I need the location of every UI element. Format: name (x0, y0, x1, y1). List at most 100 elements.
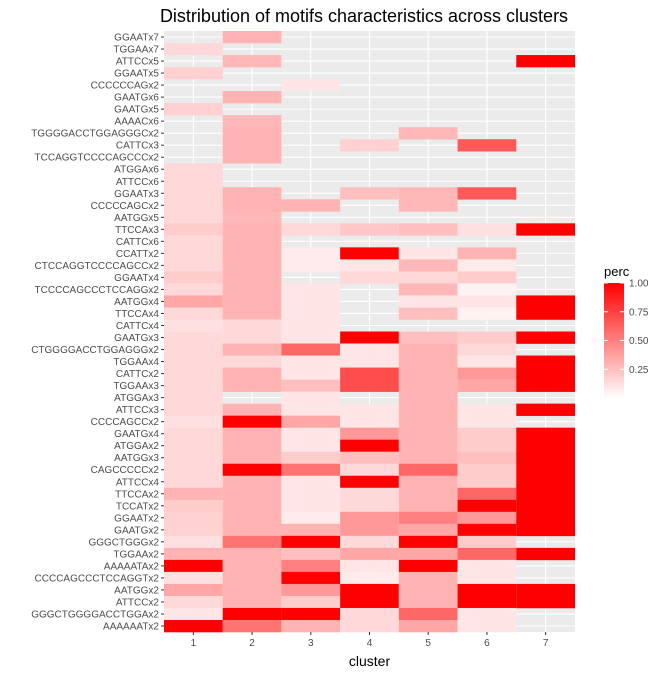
y-tick-label: ATGGAx2 (114, 441, 159, 452)
heatmap-cell (398, 355, 458, 368)
heatmap-cell (281, 355, 341, 368)
heatmap-cell (222, 319, 282, 332)
y-tick-label: AAAACx6 (115, 117, 160, 128)
heatmap-cell (222, 235, 282, 248)
heatmap-cell (398, 439, 458, 452)
heatmap-cell (281, 607, 341, 621)
heatmap-cell (340, 619, 399, 633)
x-axis-title: cluster (349, 653, 391, 669)
heatmap-cell (281, 487, 341, 501)
heatmap-cell (164, 43, 223, 56)
heatmap-cell (398, 595, 458, 609)
heatmap-cell (281, 511, 341, 525)
heatmap-cell (398, 559, 458, 573)
heatmap-cell (222, 343, 282, 356)
y-tick-label: AATGGx5 (114, 213, 159, 224)
y-tick-label: AAAAAATx2 (103, 621, 159, 632)
heatmap-cell (340, 487, 399, 501)
heatmap-cell (222, 559, 282, 573)
heatmap-cell (340, 547, 399, 561)
heatmap-cell (222, 223, 282, 236)
heatmap-cell (398, 259, 458, 272)
heatmap-cell (398, 487, 458, 501)
heatmap-cell (398, 127, 458, 140)
heatmap-cell (340, 355, 399, 368)
heatmap-cell (281, 463, 341, 477)
y-tick-label: TGGAAx7 (113, 45, 159, 56)
heatmap-cell (457, 223, 517, 236)
heatmap-cell (164, 403, 223, 416)
heatmap-cell (457, 607, 517, 621)
heatmap-cell (222, 547, 282, 561)
heatmap-cell (398, 331, 458, 344)
x-tick-label: 1 (191, 638, 197, 649)
heatmap-cell (398, 583, 458, 597)
y-tick-label: GAATGx3 (114, 333, 159, 344)
heatmap-cell (164, 187, 223, 200)
heatmap-cell (222, 187, 282, 200)
heatmap-cell (164, 619, 223, 633)
heatmap-cell (516, 523, 575, 537)
heatmap-cell (340, 379, 399, 392)
heatmap-cell (516, 595, 575, 609)
heatmap-cell (164, 343, 223, 356)
heatmap-cell (281, 283, 341, 296)
heatmap-cell (457, 367, 517, 380)
heatmap-cell (340, 427, 399, 440)
heatmap-cell (281, 427, 341, 440)
heatmap-cell (164, 511, 223, 525)
heatmap-cell (340, 187, 399, 200)
x-tick-label: 5 (425, 638, 431, 649)
y-tick-label: CATTCx2 (116, 369, 160, 380)
y-tick-label: TTCCAx3 (115, 225, 159, 236)
heatmap-cell (281, 379, 341, 392)
heatmap-cell (164, 415, 223, 428)
chart-title: Distribution of motifs characteristics a… (160, 6, 568, 26)
heatmap-cell (340, 559, 399, 573)
heatmap-cell (222, 607, 282, 621)
heatmap-cell (398, 379, 458, 392)
heatmap-cell (164, 547, 223, 561)
x-tick-label: 4 (367, 638, 373, 649)
heatmap-cell (340, 499, 399, 513)
heatmap-cell (164, 523, 223, 537)
heatmap-cell (222, 475, 282, 489)
heatmap-cell (340, 259, 399, 272)
heatmap-cell (457, 475, 517, 489)
y-tick-label: CCATTx2 (116, 249, 160, 260)
heatmap-cell (340, 439, 399, 452)
heatmap-cell (340, 451, 399, 465)
heatmap-cell (164, 379, 223, 392)
heatmap-cell (222, 583, 282, 597)
legend-tick-label: 0.25 (629, 365, 649, 376)
y-tick-label: GGAATx7 (114, 33, 159, 44)
legend-title: perc (604, 264, 630, 279)
heatmap-cell (164, 175, 223, 188)
heatmap-cell (281, 415, 341, 428)
heatmap-cell (222, 211, 282, 224)
heatmap-cell (281, 583, 341, 597)
heatmap-cell (340, 223, 399, 236)
heatmap-cell (281, 571, 341, 585)
y-tick-label: AATGGx4 (114, 297, 159, 308)
heatmap-cell (222, 331, 282, 344)
heatmap-cell (398, 415, 458, 428)
heatmap-cell (281, 523, 341, 537)
heatmap-cell (222, 355, 282, 368)
y-tick-label: TGGAAx4 (113, 357, 159, 368)
heatmap-cell (281, 331, 341, 344)
heatmap-cell (457, 415, 517, 428)
heatmap-cell (164, 535, 223, 549)
heatmap-cell (222, 463, 282, 477)
heatmap-cell (398, 223, 458, 236)
heatmap-cell (281, 343, 341, 356)
heatmap-cell (398, 451, 458, 465)
heatmap-cell (398, 511, 458, 525)
heatmap-cell (222, 415, 282, 428)
heatmap-cell (398, 619, 458, 633)
x-tick-label: 3 (308, 638, 314, 649)
heatmap-cell (222, 115, 282, 128)
heatmap-cell (516, 439, 575, 452)
heatmap-cell (222, 487, 282, 501)
heatmap-cell (516, 427, 575, 440)
